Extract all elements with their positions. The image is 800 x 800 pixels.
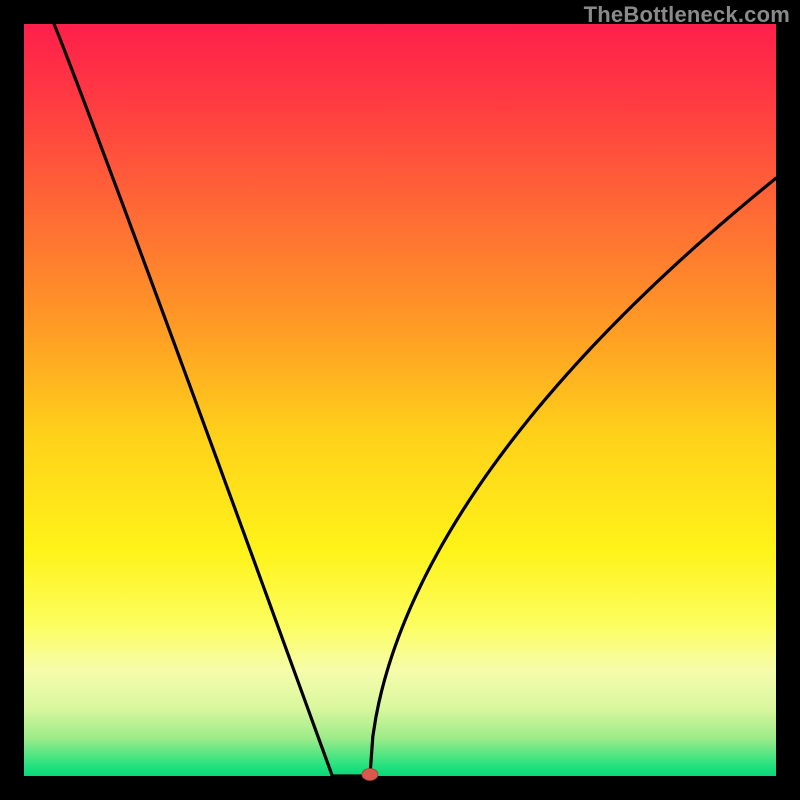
watermark-text: TheBottleneck.com (584, 2, 790, 28)
gradient-plot-background (24, 24, 776, 776)
bottleneck-chart-svg (0, 0, 800, 800)
optimum-marker (362, 768, 378, 780)
chart-stage: TheBottleneck.com (0, 0, 800, 800)
